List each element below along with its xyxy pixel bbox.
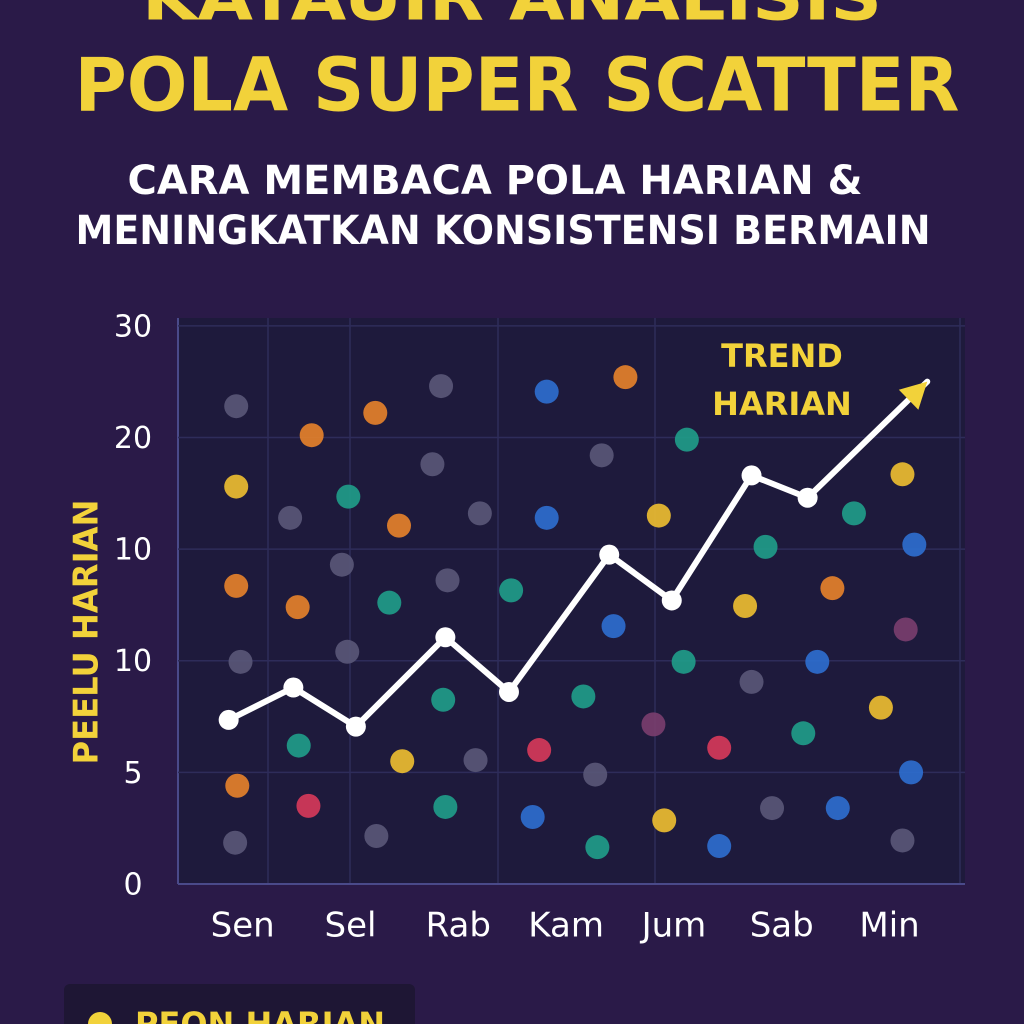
scatter-dot [499,578,524,603]
annotation: TREND HARIAN [712,337,852,423]
scatter-dot [820,576,845,601]
trend-line [225,378,931,730]
scatter-dot [390,749,415,774]
x-tick-label: Jum [640,906,707,946]
trend-point [218,709,239,730]
trend-point [741,465,762,486]
scatter-dot [899,760,924,785]
scatter-dot [902,532,927,557]
scatter-dot [585,835,610,860]
x-tick-label: Min [859,906,919,946]
scatter-dot [435,568,460,593]
y-axis-label: PEELU HARIAN [67,500,107,765]
y-tick-label: 20 [114,421,152,456]
scatter-dot [841,501,866,526]
scatter-dot [733,594,758,619]
scatter-dot [364,823,389,848]
scatter-dot [791,721,816,746]
scatter-dot [527,738,552,763]
supertitle: KATAUIR ANALISIS [142,0,882,36]
scatter-dot [671,649,696,674]
x-tick-label: Sen [211,906,275,946]
scatter-dot [760,796,785,821]
y-tick-label: 30 [114,309,152,344]
scatter-dot [363,400,388,425]
scatter-dot [652,808,677,833]
scatter-dot [387,513,412,538]
trend-point [661,590,682,611]
scatter-dot [224,573,249,598]
scatter-dot [463,748,488,773]
trend-point [283,677,304,698]
footer-label: PEON HARIAN [135,1005,385,1024]
scatter-dot [223,830,248,855]
scatter-dot [335,639,360,664]
scatter-dot [753,534,778,559]
x-tick-label: Rab [426,906,491,946]
chart-title: POLA SUPER SCATTER [75,43,960,129]
trend-point [797,487,818,508]
x-tick-label: Kam [528,906,604,946]
scatter-dot [286,733,311,758]
trend-point [345,716,366,737]
scatter-dot [707,834,732,859]
subtitle-line: MENINGKATKAN KONSISTENSI BERMAIN [76,208,931,254]
footer-box [64,984,415,1024]
scatter-dot [825,796,850,821]
trend-arrowhead [898,381,928,410]
scatter-dot [429,374,454,399]
x-tick-label: Sab [750,906,814,946]
scatter-dot [674,427,699,452]
scatter-dot [329,552,354,577]
scatter-dot [433,794,458,819]
scatter-dot [890,462,915,487]
scatter-dot [224,474,249,499]
scatter-dot [534,379,559,404]
scatter-dot [646,503,671,528]
scatter-dot [739,669,764,694]
scatter-dot [224,394,249,419]
scatter-dot [890,828,915,853]
scatter-dot [868,695,893,720]
scatter-dot [285,595,310,620]
scatter-dot [805,649,830,674]
scatter-dot [225,773,250,798]
footer-icon [88,1012,112,1024]
scatter-dot [583,762,608,787]
scatter-dot [299,423,324,448]
scatter-dot [601,614,626,639]
trend-point [435,627,456,648]
scatter-dot [641,712,666,737]
subtitle-line: CARA MEMBACA POLA HARIAN & [128,158,863,204]
x-tick-label: Sel [325,906,377,946]
y-tick-label: 10 [114,644,152,679]
scatter-dot [431,687,456,712]
scatter-dot [589,443,614,468]
column-dividers [267,318,961,884]
scatter-dot [377,590,402,615]
plot-area [178,318,965,884]
scatter-dot [296,793,321,818]
scatter-dot [336,484,361,509]
scatter-dot [571,684,596,709]
scatter-dot [893,617,918,642]
y-tick-label: 10 [114,533,152,568]
scatter-dot [467,501,492,526]
scatter-dot [228,649,253,674]
y-tick-label: 5 [123,756,142,791]
scatter-dot [278,505,303,530]
scatter-dot [420,452,445,477]
y-tick-label: 0 [123,868,142,903]
scatter-dot [520,805,545,830]
scatter-dot [707,735,732,760]
scatter-dot [534,505,559,530]
scatter-dot [613,365,638,390]
trend-point [498,681,519,702]
trend-point [599,544,620,565]
